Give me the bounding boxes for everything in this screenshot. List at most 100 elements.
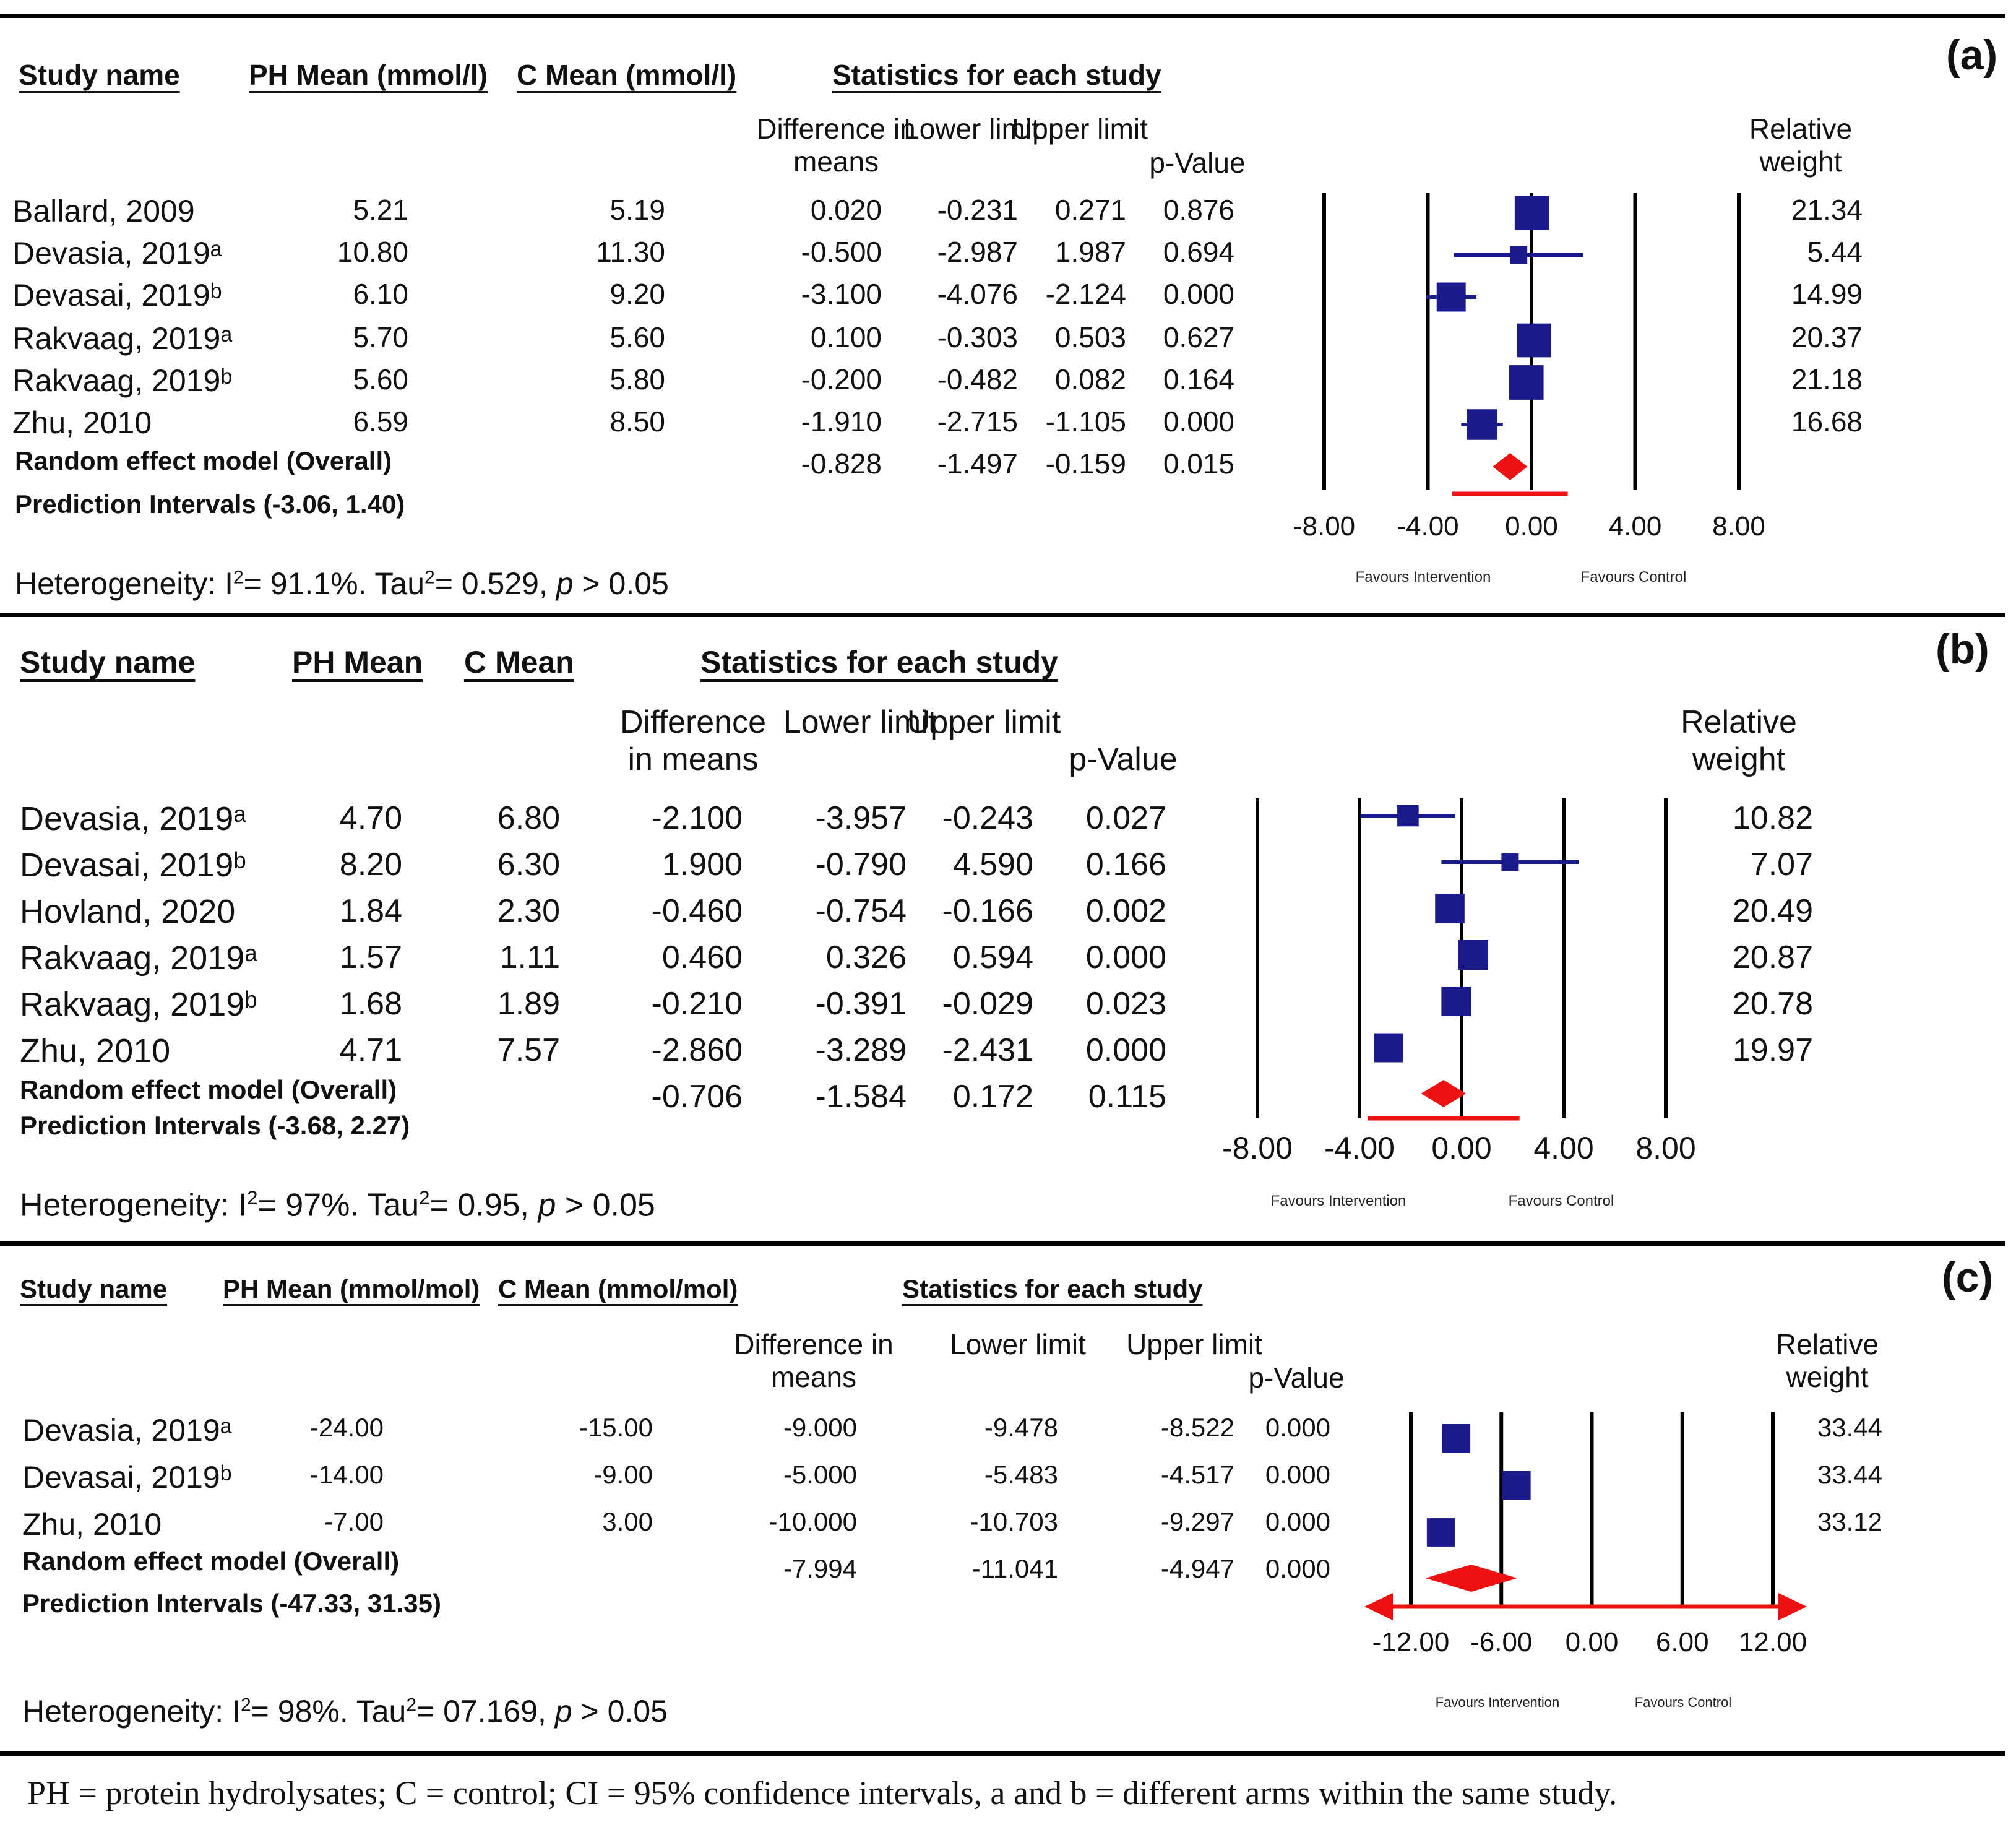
panel-tag: (b)	[1936, 626, 1989, 673]
study-marker	[1501, 853, 1519, 871]
col-p: p-Value	[1149, 147, 1246, 179]
het-tail: > 0.05	[573, 566, 669, 601]
col-diff: Difference in means	[734, 1328, 894, 1393]
favours-intervention-label: Favours Intervention	[1436, 1695, 1560, 1710]
study-label: Zhu, 2010	[12, 405, 152, 440]
study-label: Hovland, 2020	[20, 893, 236, 930]
c-mean: 7.57	[497, 1032, 560, 1068]
c-mean-header: C Mean (mmol/l)	[517, 59, 737, 91]
heterogeneity: Heterogeneity: I2= 98%. Tau2= 07.169, p …	[22, 1694, 668, 1729]
c-mean: 5.19	[610, 194, 665, 226]
weight: 16.68	[1791, 405, 1863, 438]
weight: 21.18	[1791, 363, 1863, 395]
col-lower: Lower limit	[783, 704, 937, 740]
c-mean: -9.00	[593, 1460, 653, 1489]
lower: -11.041	[971, 1554, 1058, 1583]
lower: -3.289	[815, 1032, 907, 1068]
c-mean: 3.00	[602, 1507, 653, 1536]
study-name-header: Study name	[20, 1274, 168, 1303]
study-marker	[1509, 365, 1544, 400]
col-lower: Lower limit	[903, 113, 1040, 145]
p-value: 0.027	[1085, 800, 1166, 836]
ph-mean-header: PH Mean	[292, 645, 423, 680]
ph-mean: 5.21	[353, 194, 408, 226]
upper: -0.029	[942, 986, 1033, 1022]
het-tail: > 0.05	[572, 1694, 668, 1729]
tick-label: -8.00	[1222, 1131, 1293, 1165]
study-label: Rakvaag, 2019ᵃ	[20, 939, 257, 977]
weight: 20.87	[1732, 939, 1813, 975]
het-p: p	[538, 1187, 556, 1224]
tick-label: 8.00	[1712, 511, 1765, 542]
study-label: Devasia, 2019ᵃ	[22, 1413, 232, 1448]
heterogeneity: Heterogeneity: I2= 97%. Tau2= 0.95, p > …	[20, 1187, 655, 1224]
col-weight: Relative weight	[1681, 704, 1797, 777]
het-tau2: = 0.95,	[429, 1187, 538, 1224]
col-upper: Upper limit	[1012, 113, 1148, 145]
p-value: 0.627	[1163, 321, 1234, 353]
ph-mean: 4.70	[339, 800, 402, 836]
weight: 7.07	[1750, 847, 1813, 883]
ph-mean: 1.84	[339, 893, 402, 929]
summary-diamond	[1425, 1565, 1517, 1592]
upper: -2.124	[1045, 278, 1126, 310]
lower: -0.303	[937, 321, 1018, 353]
diff: -0.500	[801, 236, 882, 268]
tick-label: -6.00	[1470, 1627, 1532, 1657]
study-marker	[1374, 1033, 1403, 1063]
het-p: p	[554, 1694, 572, 1729]
overall-label: Random effect model (Overall)	[20, 1075, 397, 1104]
footnote: PH = protein hydrolysates; C = control; …	[27, 1774, 1618, 1811]
diff: -7.994	[783, 1554, 857, 1583]
tick-label: 6.00	[1656, 1627, 1709, 1657]
upper: 0.503	[1054, 321, 1126, 353]
p-value: 0.023	[1085, 986, 1166, 1022]
study-marker	[1442, 1424, 1471, 1453]
tick-label: 8.00	[1635, 1131, 1695, 1165]
overall-label: Random effect model (Overall)	[22, 1547, 400, 1576]
tick-label: 0.00	[1505, 511, 1558, 542]
panel-divider	[0, 1241, 2005, 1246]
tick-label: 4.00	[1609, 511, 1662, 542]
upper: 0.172	[952, 1079, 1033, 1115]
weight: 14.99	[1791, 278, 1863, 310]
c-mean: 1.89	[497, 986, 560, 1022]
heterogeneity: Heterogeneity: I2= 91.1%. Tau2= 0.529, p…	[15, 566, 669, 601]
diff: -9.000	[783, 1413, 857, 1442]
c-mean-header: C Mean (mmol/mol)	[498, 1274, 738, 1303]
lower: 0.326	[825, 939, 907, 975]
tick-label: 12.00	[1739, 1627, 1807, 1657]
upper: -0.243	[942, 800, 1033, 836]
ph-mean-header: PH Mean (mmol/l)	[249, 59, 488, 91]
bottom-rule	[0, 1751, 2005, 1756]
upper: -0.159	[1045, 447, 1126, 480]
prediction-intervals: Prediction Intervals (-3.68, 2.27)	[20, 1111, 410, 1140]
het-i2: = 98%. Tau	[251, 1694, 407, 1729]
diff: -3.100	[801, 278, 882, 310]
upper: -8.522	[1160, 1413, 1234, 1442]
p-value: 0.000	[1085, 939, 1166, 975]
diff: 0.100	[810, 321, 882, 353]
lower: -1.497	[937, 447, 1018, 480]
ph-mean: 1.57	[339, 939, 402, 975]
lower: -3.957	[815, 800, 907, 836]
summary-diamond	[1421, 1080, 1467, 1107]
panel-a: (a) Study name PH Mean (mmol/l) C Mean (…	[0, 0, 2016, 613]
col-weight: Relative weight	[1749, 113, 1853, 178]
upper: 4.590	[952, 847, 1033, 883]
upper: -4.947	[1160, 1554, 1234, 1583]
p-value: 0.694	[1163, 236, 1234, 268]
summary-diamond	[1493, 453, 1528, 480]
upper: -0.166	[942, 893, 1033, 929]
het-p: p	[556, 566, 574, 601]
p-value: 0.015	[1163, 447, 1234, 480]
top-rule	[0, 14, 2005, 18]
tick-label: 0.00	[1431, 1131, 1491, 1165]
c-mean: 9.20	[610, 278, 665, 310]
col-p: p-Value	[1069, 741, 1178, 777]
c-mean: 8.50	[610, 405, 665, 438]
p-value: 0.000	[1265, 1507, 1330, 1536]
tick-label: -4.00	[1324, 1131, 1395, 1165]
study-label: Rakvaag, 2019ᵇ	[20, 986, 257, 1023]
het-prefix: Heterogeneity: I	[20, 1187, 248, 1224]
